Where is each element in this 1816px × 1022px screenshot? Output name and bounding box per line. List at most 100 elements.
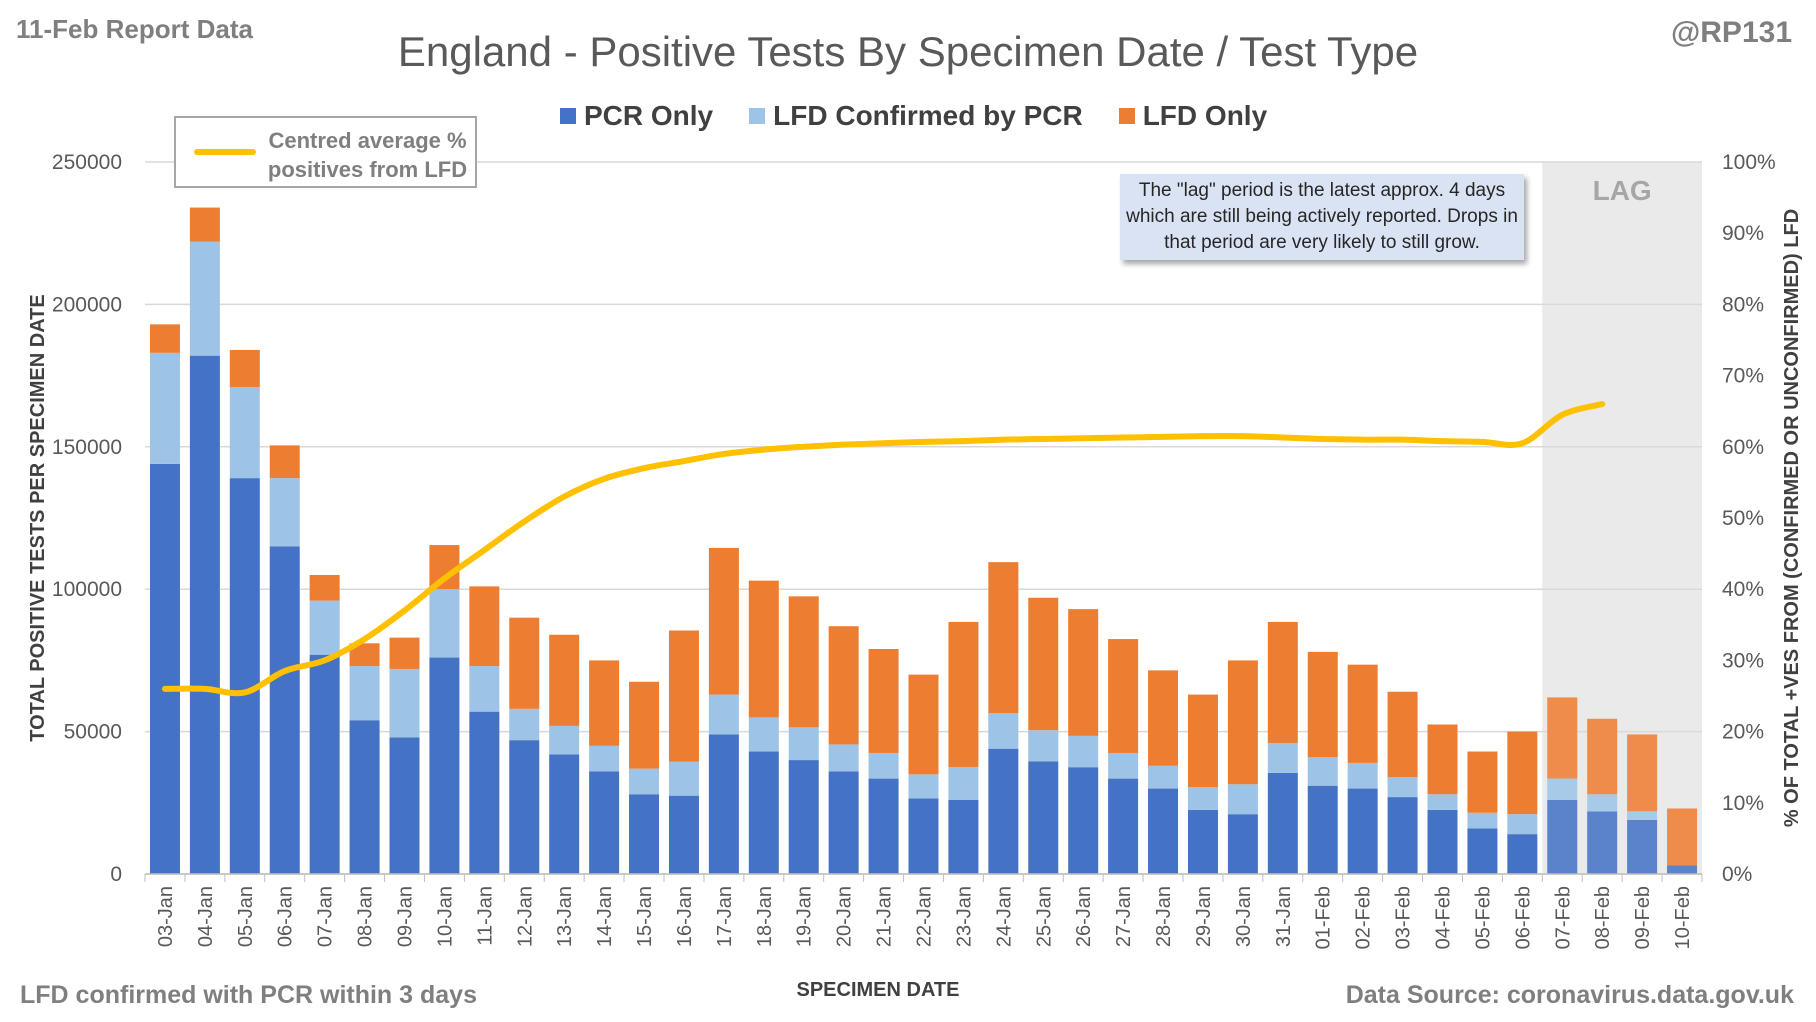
y2-tick-label: 0% [1722,863,1752,886]
bar-lfd-only [1667,808,1698,866]
bar-pcr-only [469,711,500,874]
bar-pcr-only [349,720,380,874]
bar-lfd-only [269,445,300,479]
x-tick-label: 06-Feb [1512,886,1534,949]
legend-swatch-pcr-only [560,108,576,124]
bar-pcr-only [668,795,699,874]
bar-pcr-only [828,771,859,874]
x-tick-label: 28-Jan [1153,886,1175,947]
bar-lfd-confirmed [349,666,380,721]
bar-lfd-only [1627,734,1658,812]
bar-pcr-only [1148,788,1179,874]
bar-lfd-only [589,660,620,746]
bar-lfd-confirmed [1267,742,1298,773]
bar-lfd-only [549,634,580,726]
bar-pcr-only [1068,767,1099,874]
y2-tick-label: 80% [1722,293,1764,316]
bar-pcr-only [1667,865,1698,874]
y2-axis-title: % OF TOTAL +VES FROM (CONFIRMED OR UNCON… [1781,209,1803,827]
x-tick-label: 10-Jan [434,886,456,947]
bar-lfd-only [988,562,1019,714]
x-tick-label: 07-Feb [1552,886,1574,949]
bar-lfd-only [389,637,420,669]
axes [144,873,1703,882]
legend-label-lfd-confirmed: LFD Confirmed by PCR [773,100,1083,131]
bar-pcr-only [908,798,939,874]
bar-lfd-confirmed [908,774,939,799]
x-tick-label: 19-Jan [794,886,816,947]
bar-lfd-confirmed [1068,735,1099,768]
bar-lfd-confirmed [269,478,300,547]
x-tick-label: 03-Feb [1393,886,1415,949]
bar-pcr-only [269,546,300,874]
x-tick-label: 27-Jan [1113,886,1135,947]
bar-lfd-only [509,617,540,709]
bar-pcr-only [1387,797,1418,874]
bar-lfd-only [1587,718,1618,795]
bar-pcr-only [708,734,739,874]
bar-lfd-confirmed [868,752,899,779]
y2-tick-label: 30% [1722,649,1764,672]
bar-lfd-only [149,324,180,353]
bar-pcr-only [748,751,779,874]
x-tick-label: 02-Feb [1353,886,1375,949]
x-tick-label: 05-Jan [235,886,257,947]
bar-lfd-only [469,586,500,667]
x-tick-label: 08-Jan [355,886,377,947]
bar-lfd-confirmed [629,768,660,795]
x-tick-label: 17-Jan [714,886,736,947]
y2-tick-label: 60% [1722,436,1764,459]
bar-lfd-confirmed [788,727,819,761]
y2-tick-label: 10% [1722,792,1764,815]
bar-lfd-confirmed [469,666,500,712]
bar-lfd-confirmed [1627,811,1658,820]
lag-bar-overlay [1667,808,1698,874]
bar-lfd-only [189,207,220,242]
bar-lfd-only [908,674,939,775]
bar-pcr-only [1587,811,1618,874]
bar-lfd-confirmed [149,352,180,464]
bar-lfd-confirmed [1187,787,1218,810]
x-tick-label: 04-Feb [1433,886,1455,949]
x-tick-label: 03-Jan [155,886,177,947]
bar-pcr-only [429,657,460,874]
x-tick-label: 23-Jan [953,886,975,947]
bar-lfd-confirmed [1227,784,1258,815]
bar-lfd-confirmed [748,717,779,752]
bar-pcr-only [1187,809,1218,874]
y-tick-label: 50000 [64,721,122,744]
bar-pcr-only [1627,819,1658,874]
legend-label-pcr-only: PCR Only [584,100,714,131]
bar-lfd-confirmed [1427,794,1458,810]
bar-lfd-only [1347,664,1378,763]
bar-lfd-confirmed [1547,778,1578,800]
bar-lfd-confirmed [828,744,859,772]
bar-lfd-confirmed [1467,812,1498,829]
author-handle: @RP131 [1671,16,1792,49]
bar-lfd-confirmed [1028,730,1059,762]
x-tick-label: 25-Jan [1033,886,1055,947]
report-date-label: 11-Feb Report Data [16,14,253,44]
chart-title: England - Positive Tests By Specimen Dat… [397,28,1419,75]
bar-lfd-confirmed [429,589,460,658]
bar-lfd-only [1148,670,1179,766]
footnote: LFD confirmed with PCR within 3 days [20,981,477,1009]
axis-labels: 0 50000 100000 150000 200000 250000 0% 10% 20% 30… [27,151,1803,1001]
x-tick-label: 09-Feb [1632,886,1654,949]
bar-pcr-only [1028,761,1059,874]
x-tick-label: 31-Jan [1273,886,1295,947]
bar-lfd-confirmed [189,241,220,356]
legend-item-lfd-only: LFD Only [1118,100,1267,132]
bar-lfd-confirmed [589,745,620,772]
bar-pcr-only [149,463,180,874]
lag-label: LAG [1593,175,1652,206]
x-tick-label: 12-Jan [514,886,536,947]
bar-lfd-only [229,349,260,387]
line-legend-box: Centred average % positives from LFD [174,116,477,188]
bar-lfd-confirmed [389,668,420,738]
bar-pcr-only [589,771,620,874]
chart-legend: PCR Only LFD Confirmed by PCR LFD Only [560,100,1267,132]
bar-pcr-only [788,760,819,874]
bar-lfd-confirmed [1108,752,1139,779]
